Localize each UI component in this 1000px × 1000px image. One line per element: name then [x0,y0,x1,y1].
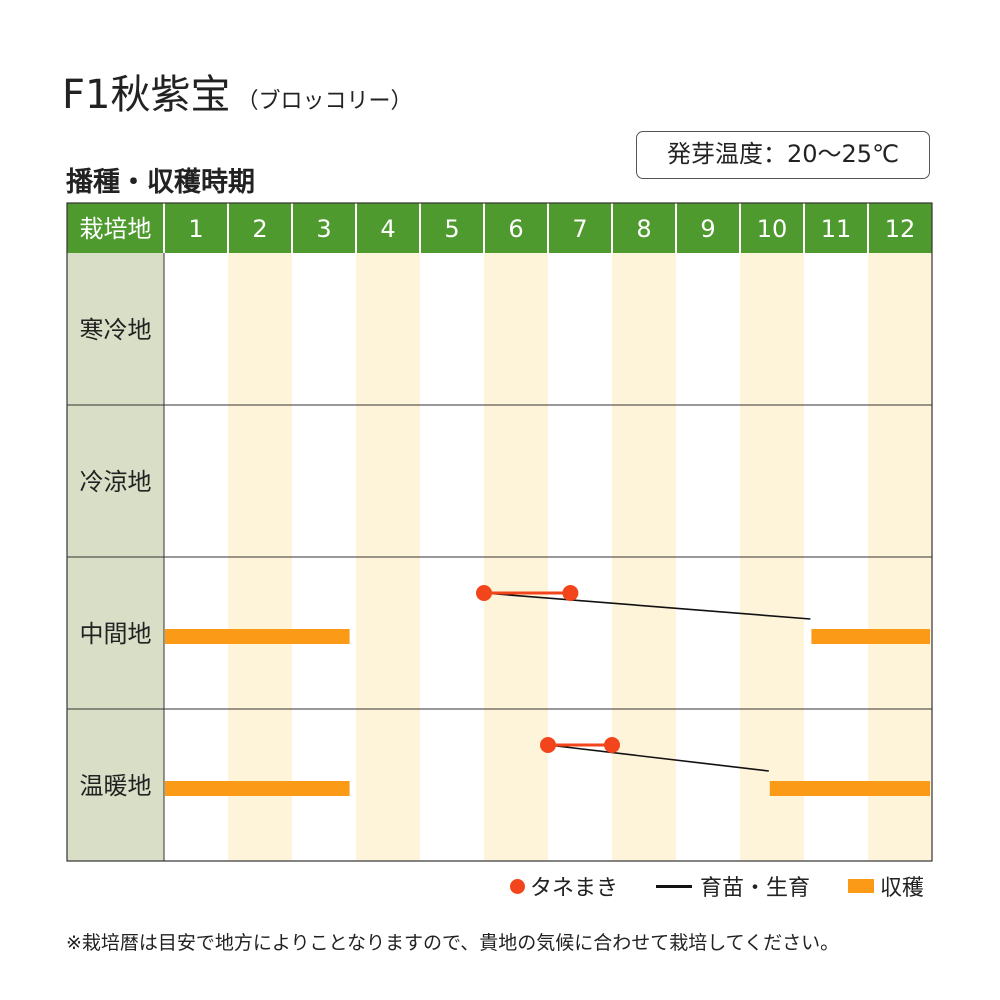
legend-harvest: 収穫 [848,868,924,904]
legend-harvest-bar-icon [848,879,874,893]
region-label: 冷涼地 [80,468,152,496]
harvest-bar [769,781,930,796]
region-label: 寒冷地 [80,316,152,344]
harvest-bar [165,781,350,796]
month-label: 4 [380,215,395,243]
growing-line [483,592,811,620]
region-label: 温暖地 [80,772,152,800]
section-title: 播種・収穫時期 [66,167,255,198]
month-label: 2 [252,215,267,243]
page-title: F1秋紫宝 （ブロッコリー） [62,62,412,120]
region-label: 中間地 [80,620,152,648]
sowing-marker [540,737,556,753]
title-subtitle: （ブロッコリー） [236,89,413,114]
footnote: ※栽培暦は目安で地方によりことなりますので、貴地の気候に合わせて栽培してください… [66,932,840,954]
legend-sowing-label: タネまき [530,876,619,901]
legend-sowing: タネまき [510,868,618,904]
month-label: 1 [188,215,203,243]
month-label: 9 [700,215,715,243]
sowing-marker [562,585,579,601]
legend-growing: 育苗・生育 [656,868,810,904]
title-text: F1秋紫宝 [62,72,231,118]
germination-temperature-badge: 発芽温度：20～25℃ [636,131,930,179]
legend-sowing-marker-icon [510,878,525,894]
sowing-marker [476,585,492,601]
month-label: 3 [316,215,331,243]
harvest-bar [165,629,350,644]
month-label: 8 [636,215,651,243]
growing-line [547,744,769,772]
legend-growing-label: 育苗・生育 [700,876,811,901]
month-label: 7 [572,215,587,243]
legend-growing-line-icon [656,884,692,888]
month-label: 6 [508,215,523,243]
sowing-marker [604,737,620,753]
legend-harvest-label: 収穫 [880,876,925,901]
month-label: 5 [444,215,459,243]
harvest-bar [811,629,930,644]
corner-label: 栽培地 [80,215,152,243]
month-label: 11 [821,215,852,243]
chart-border [66,202,933,862]
legend: タネまき 育苗・生育 収穫 [500,868,932,904]
month-label: 10 [757,215,788,243]
header-row [67,203,932,253]
month-label: 12 [885,215,916,243]
